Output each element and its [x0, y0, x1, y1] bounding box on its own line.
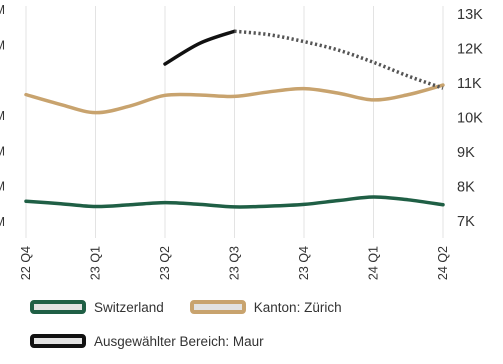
y-left-tick-label: M [0, 144, 5, 158]
legend-swatch-maur [30, 334, 86, 348]
y-right-tick-label: 12K [457, 42, 483, 58]
legend-label-kanton-zurich: Kanton: Zürich [253, 299, 342, 315]
legend-label-maur: Ausgewählter Bereich: Maur [94, 333, 264, 349]
legend-item-maur[interactable]: Ausgewählter Bereich: Maur [30, 334, 264, 349]
x-tick-label: 24 Q2 [436, 246, 450, 280]
legend-item-kanton-zurich[interactable]: Kanton: Zürich [189, 299, 342, 315]
x-tick-label: 22 Q4 [19, 246, 33, 280]
x-tick-label: 23 Q3 [228, 246, 242, 280]
legend-item-switzerland[interactable]: Switzerland [30, 300, 164, 315]
y-right-tick-label: 8K [457, 180, 475, 196]
x-tick-label: 23 Q1 [89, 246, 103, 280]
series-forecast-ausgew-hlter-bereich-maur [234, 29, 444, 90]
y-right-tick-label: 10K [457, 111, 483, 127]
y-left-tick-label: M [0, 3, 5, 17]
y-left-tick-label: M [0, 109, 5, 123]
x-tick-label: 24 Q1 [367, 246, 381, 280]
legend-swatch-kanton-zurich [189, 300, 246, 314]
x-tick-label: 23 Q2 [158, 246, 172, 280]
series-line-kanton-z-rich [24, 83, 445, 115]
legend-swatch-switzerland [30, 300, 86, 314]
y-left-tick-label: M [0, 180, 5, 194]
y-right-tick-label: 11K [457, 76, 482, 92]
x-tick-label: 23 Q4 [297, 246, 311, 280]
series-line-ausgew-hlter-bereich-maur [163, 29, 237, 66]
y-left-tick-label: M [0, 39, 5, 53]
series-line-switzerland [24, 195, 445, 209]
y-right-tick-label: 9K [457, 145, 475, 161]
line-chart: 22 Q4 23 Q1 23 Q2 23 Q3 23 Q4 24 Q1 24 Q2 7K 8K 9… [0, 3, 483, 280]
y-right-tick-label: 7K [457, 214, 475, 230]
y-left-tick-label: M [0, 215, 5, 229]
legend-label-switzerland: Switzerland [94, 299, 164, 315]
chart-legend: Switzerland Kanton: Zürich Ausgewählter … [30, 296, 490, 364]
y-right-tick-label: 13K [457, 7, 483, 23]
